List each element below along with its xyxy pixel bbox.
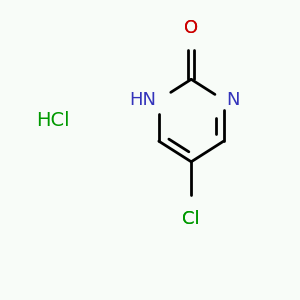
- Text: O: O: [184, 19, 198, 37]
- Text: Cl: Cl: [182, 210, 200, 228]
- Text: N: N: [226, 91, 240, 109]
- Text: HN: HN: [129, 91, 156, 109]
- Text: Cl: Cl: [182, 210, 200, 228]
- Text: O: O: [184, 19, 198, 37]
- Text: HCl: HCl: [36, 111, 70, 130]
